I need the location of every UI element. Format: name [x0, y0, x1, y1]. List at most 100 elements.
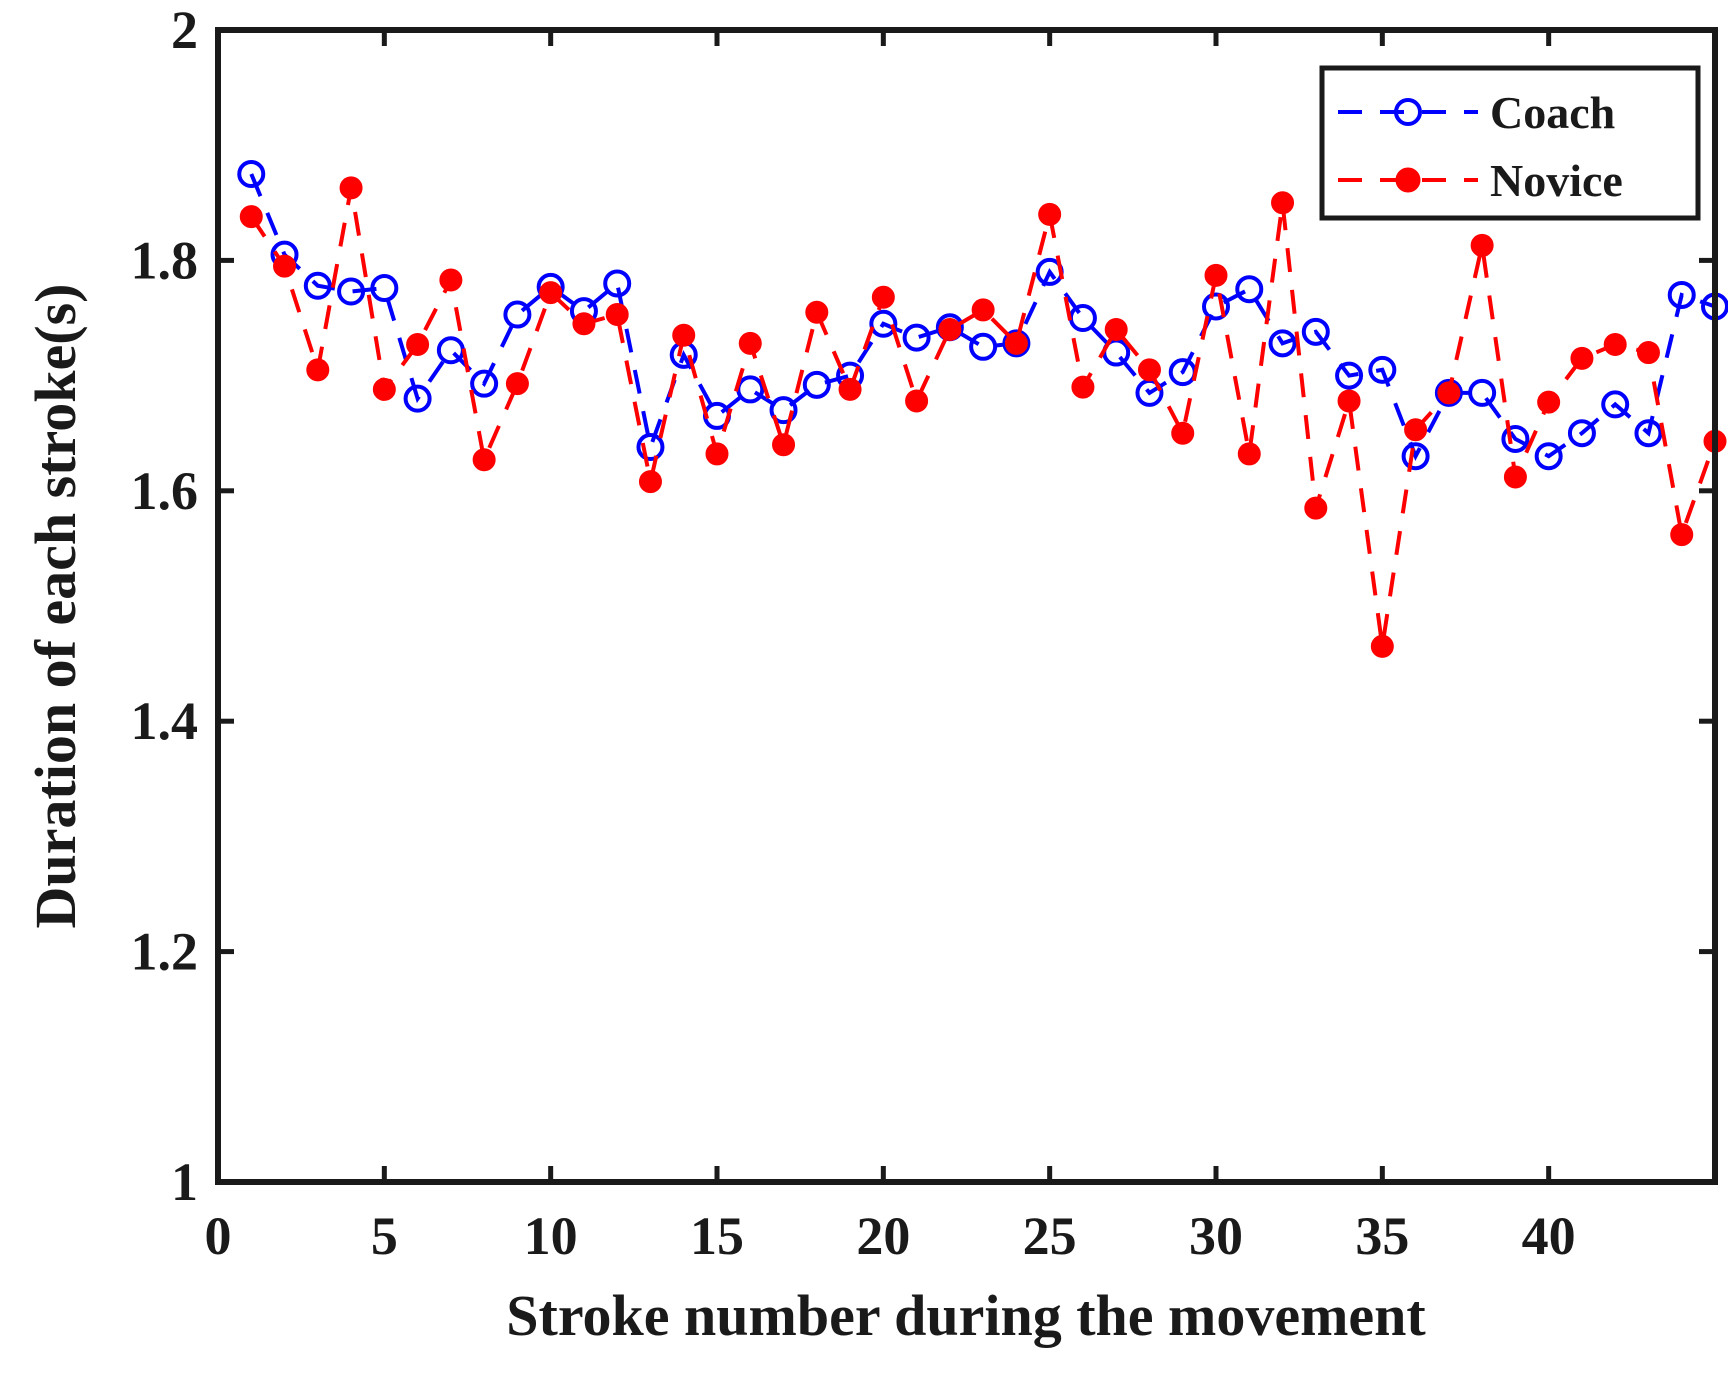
data-point-novice [1104, 318, 1128, 342]
data-point-novice [1370, 634, 1394, 658]
data-point-novice [505, 372, 529, 396]
data-point-novice [273, 254, 297, 278]
data-point-coach [1068, 304, 1097, 332]
data-point-coach [1202, 292, 1230, 321]
plot-frame [215, 27, 1718, 1185]
x-tick-label: 15 [690, 1206, 744, 1266]
y-tick-label: 2 [171, 0, 198, 60]
data-point-novice [805, 300, 829, 324]
data-point-novice [1071, 375, 1095, 399]
data-point-coach [1601, 390, 1630, 419]
data-point-coach [802, 370, 831, 399]
data-point-coach [769, 396, 798, 425]
legend: Coach Novice [1319, 65, 1701, 221]
legend-box [1319, 65, 1701, 221]
tick-labels: 0 5 10 15 20 25 30 35 40 1 1.2 1.4 1.6 1.8 2 [131, 0, 1576, 1266]
data-point-novice [1171, 421, 1195, 445]
data-point-coach [470, 369, 499, 398]
legend-entry-coach: Coach [1338, 87, 1615, 138]
data-point-coach [1002, 329, 1031, 358]
data-point-novice [539, 281, 563, 305]
data-point-coach [869, 309, 898, 338]
data-point-coach [503, 300, 532, 329]
legend-entry-novice: Novice [1338, 155, 1623, 206]
data-point-coach [1667, 280, 1696, 309]
data-point-coach [1434, 378, 1463, 407]
data-point-novice [1570, 346, 1594, 370]
data-point-coach [1501, 424, 1530, 453]
y-axis-label: Duration of each stroke(s) [23, 284, 88, 929]
y-tick-label: 1.6 [131, 461, 199, 521]
data-point-novice [1404, 418, 1428, 442]
data-point-coach [237, 160, 266, 188]
data-point-coach [1268, 329, 1297, 358]
data-point-coach [603, 269, 632, 298]
data-point-novice [772, 433, 796, 457]
x-tick-label: 20 [856, 1206, 910, 1266]
data-point-coach [969, 332, 998, 361]
x-tick-label: 30 [1189, 1206, 1243, 1266]
data-point-coach [1634, 419, 1663, 448]
data-point-novice [1537, 390, 1561, 414]
legend-label-novice: Novice [1490, 155, 1623, 206]
legend-label-coach: Coach [1490, 87, 1615, 138]
data-point-novice [1137, 358, 1161, 382]
data-point-coach [1468, 378, 1497, 407]
series-layer [237, 160, 1728, 658]
data-point-coach [370, 274, 399, 303]
data-point-coach [636, 433, 665, 462]
data-point-novice [1503, 465, 1527, 489]
x-tick-label: 25 [1023, 1206, 1077, 1266]
x-tick-label: 40 [1522, 1206, 1576, 1266]
data-point-novice [1237, 442, 1261, 466]
y-tick-label: 1 [171, 1152, 198, 1212]
data-point-novice [1038, 202, 1062, 226]
data-point-novice [1437, 381, 1461, 405]
data-point-novice [971, 298, 995, 322]
data-point-novice [738, 331, 762, 355]
data-point-novice [572, 312, 596, 336]
y-tick-label: 1.8 [131, 230, 199, 290]
data-point-coach [403, 384, 432, 413]
data-point-coach [1368, 355, 1397, 384]
data-point-coach [436, 336, 465, 365]
data-point-novice [439, 268, 463, 292]
data-point-coach [1567, 419, 1596, 448]
x-tick-label: 5 [371, 1206, 398, 1266]
data-point-coach [736, 375, 765, 404]
data-point-novice [1603, 332, 1627, 356]
y-tick-label: 1.2 [131, 922, 199, 982]
series-line-novice [249, 187, 1717, 647]
x-tick-label: 10 [524, 1206, 578, 1266]
data-point-novice [1470, 233, 1494, 257]
x-axis-label: Stroke number during the movement [506, 1283, 1426, 1348]
data-point-novice [605, 303, 629, 327]
data-point-novice [705, 442, 729, 466]
data-point-novice [1004, 331, 1028, 355]
data-point-novice [239, 205, 263, 229]
data-point-novice [1304, 496, 1328, 520]
x-tick-label: 0 [205, 1206, 232, 1266]
y-tick-label: 1.4 [131, 691, 199, 751]
data-point-novice [1670, 523, 1694, 547]
data-point-novice [372, 377, 396, 401]
data-point-novice [1204, 263, 1228, 287]
legend-marker-coach [1394, 98, 1422, 126]
series-novice [239, 176, 1727, 658]
data-point-coach [303, 271, 332, 300]
data-point-novice [339, 176, 363, 200]
data-point-novice [838, 377, 862, 401]
x-tick-label: 35 [1355, 1206, 1409, 1266]
data-point-novice [306, 358, 330, 382]
data-point-novice [871, 285, 895, 309]
data-point-novice [1636, 341, 1660, 365]
data-point-novice [938, 318, 962, 342]
data-point-novice [638, 470, 662, 494]
data-point-coach [1301, 317, 1330, 346]
data-point-coach [1401, 442, 1430, 471]
data-point-novice [406, 332, 430, 356]
data-point-coach [1235, 275, 1264, 304]
data-point-novice [672, 323, 696, 347]
data-point-coach [902, 323, 931, 352]
